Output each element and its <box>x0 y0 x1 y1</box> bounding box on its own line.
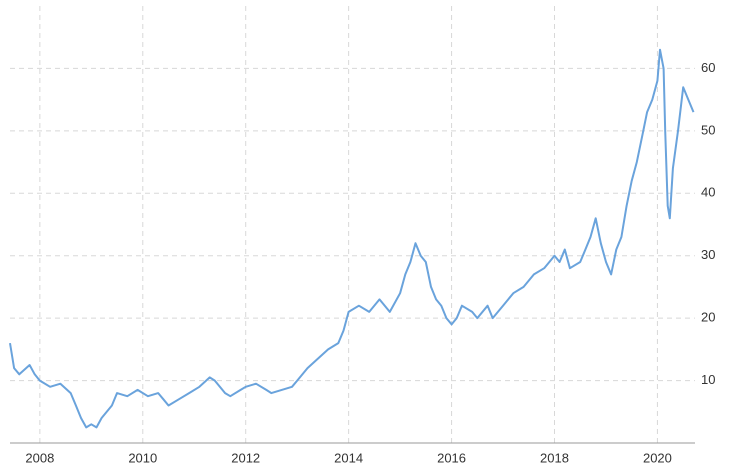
x-tick-label: 2020 <box>643 450 672 465</box>
y-tick-label: 50 <box>701 122 715 137</box>
x-tick-label: 2010 <box>128 450 157 465</box>
y-tick-label: 60 <box>701 60 715 75</box>
y-tick-label: 30 <box>701 247 715 262</box>
y-tick-label: 40 <box>701 185 715 200</box>
x-tick-label: 2016 <box>437 450 466 465</box>
x-tick-label: 2014 <box>334 450 363 465</box>
x-tick-label: 2018 <box>540 450 569 465</box>
x-tick-label: 2012 <box>231 450 260 465</box>
x-tick-label: 2008 <box>25 450 54 465</box>
y-tick-label: 20 <box>701 310 715 325</box>
price-line <box>9 48 695 429</box>
y-tick-label: 10 <box>701 372 715 387</box>
